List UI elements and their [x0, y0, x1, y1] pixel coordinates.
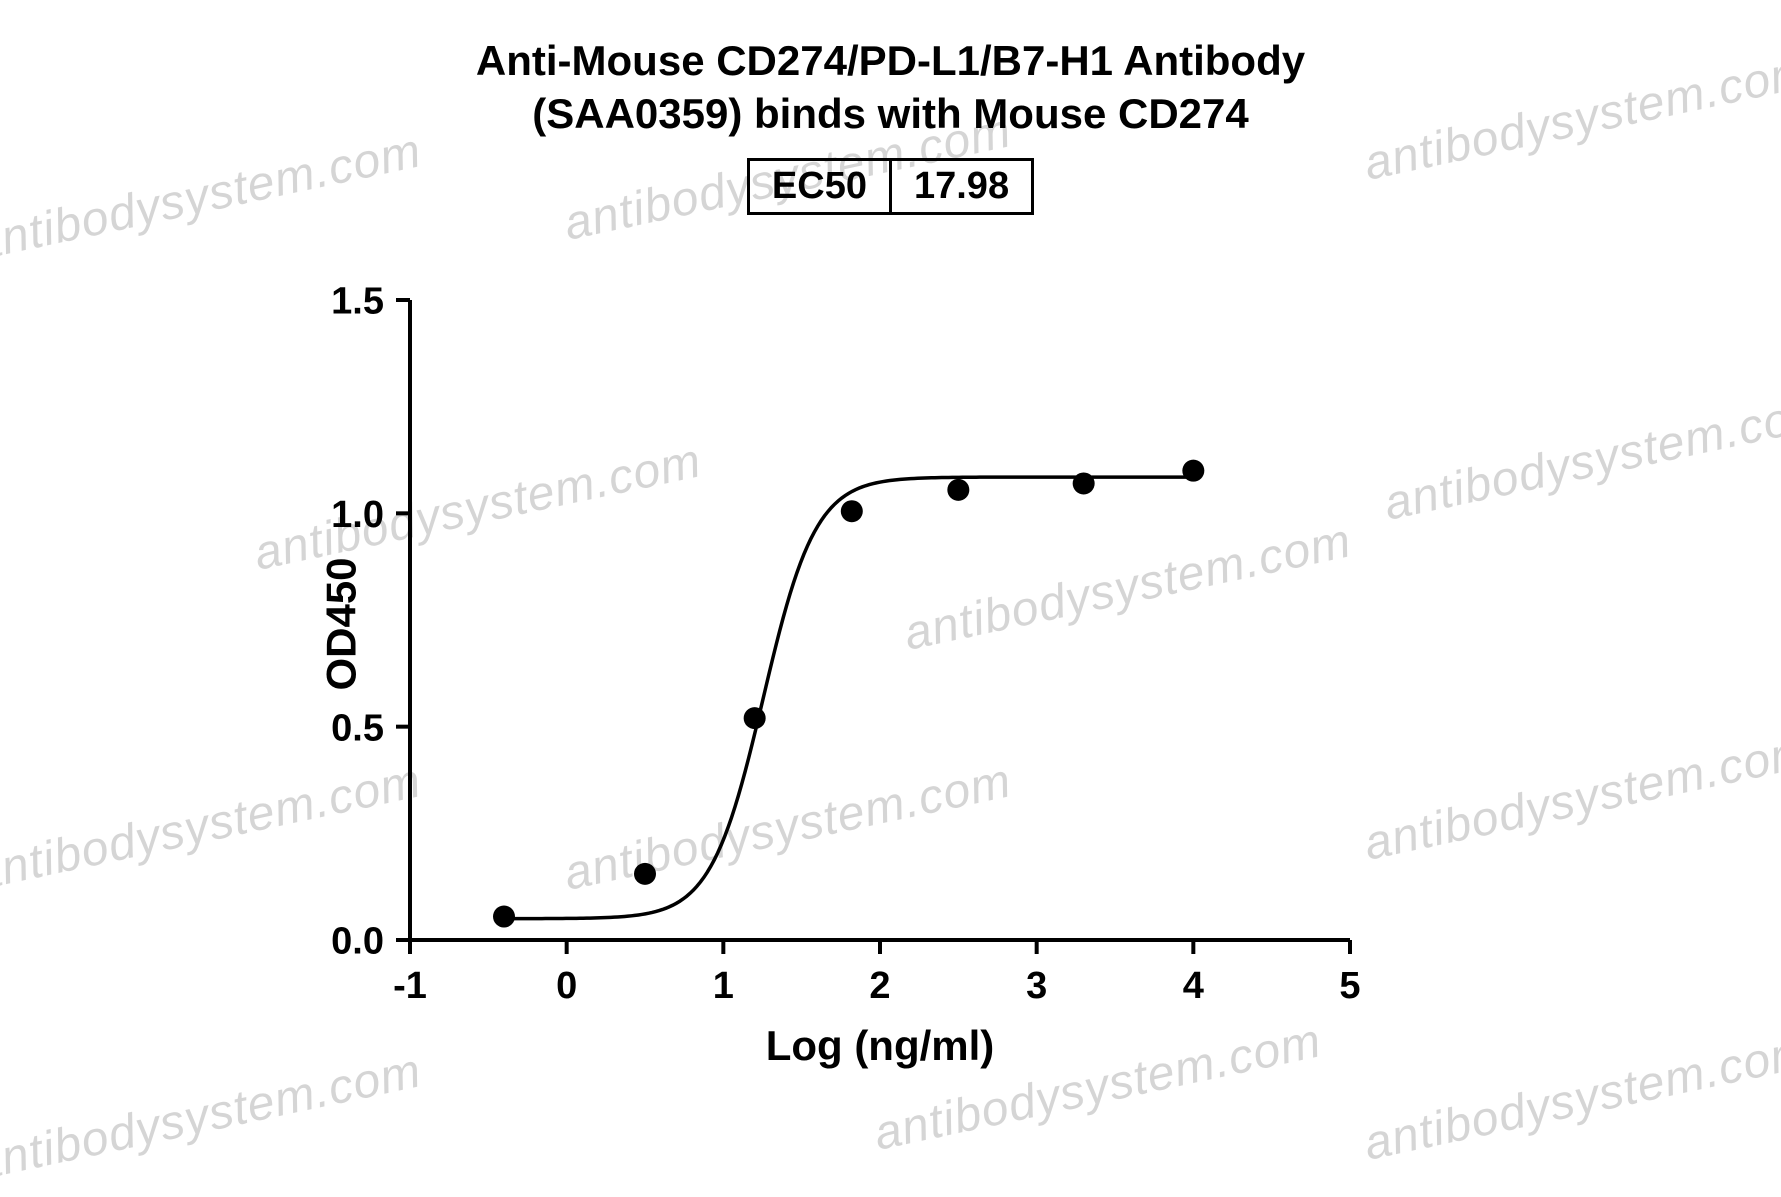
x-axis-label: Log (ng/ml)	[410, 1022, 1350, 1070]
chart-svg: 0.0 0.5 1.0 1.5 -1 0 1 2 3 4 5	[270, 270, 1370, 1090]
x-tick-label: 4	[1183, 965, 1204, 1007]
data-point	[947, 479, 969, 501]
title-line-1: Anti-Mouse CD274/PD-L1/B7-H1 Antibody	[0, 35, 1781, 88]
chart-container: 0.0 0.5 1.0 1.5 -1 0 1 2 3 4 5 OD450 Log (ng/ml)	[270, 270, 1370, 1090]
x-tick-label: -1	[393, 965, 427, 1007]
content-root: Anti-Mouse CD274/PD-L1/B7-H1 Antibody (S…	[0, 0, 1781, 1197]
y-tick-label: 1.5	[331, 281, 384, 323]
y-tick-label: 0.0	[331, 921, 384, 963]
data-point	[1182, 460, 1204, 482]
x-tick-label: 0	[556, 965, 577, 1007]
chart-title: Anti-Mouse CD274/PD-L1/B7-H1 Antibody (S…	[0, 0, 1781, 140]
table-row: EC50 17.98	[748, 160, 1032, 214]
x-tick-label: 3	[1026, 965, 1047, 1007]
data-point	[634, 863, 656, 885]
x-tick-label: 1	[713, 965, 734, 1007]
ec50-table: EC50 17.98	[747, 158, 1034, 215]
ec50-label-cell: EC50	[748, 160, 890, 214]
fit-curve	[504, 477, 1193, 919]
y-axis-label: OD450	[318, 557, 366, 690]
data-point	[1073, 472, 1095, 494]
ec50-value-cell: 17.98	[890, 160, 1032, 214]
data-point	[493, 906, 515, 928]
title-line-2: (SAA0359) binds with Mouse CD274	[0, 88, 1781, 141]
y-tick-label: 0.5	[331, 707, 384, 749]
x-tick-label: 5	[1339, 965, 1360, 1007]
axes	[410, 300, 1350, 940]
y-tick-label: 1.0	[331, 494, 384, 536]
data-point	[841, 500, 863, 522]
data-point	[744, 707, 766, 729]
x-tick-label: 2	[869, 965, 890, 1007]
